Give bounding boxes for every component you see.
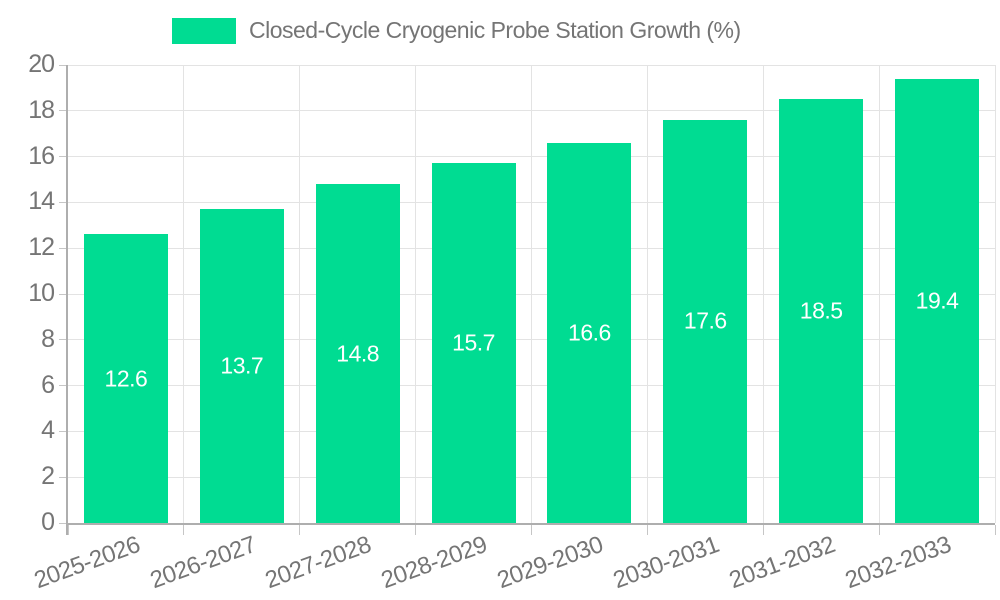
legend-label: Closed-Cycle Cryogenic Probe Station Gro… [249,17,741,43]
legend-swatch [172,17,236,44]
x-axis-tick [183,525,185,535]
y-axis-tick [59,201,68,203]
y-axis-tick [59,339,68,341]
y-axis-tick-label: 14 [28,187,55,216]
x-axis-label: 2028-2029 [377,531,491,595]
bar-value-label: 17.6 [683,307,727,334]
y-axis-tick [59,522,68,524]
x-axis-tick [415,525,417,535]
x-axis-tick [994,525,996,535]
y-axis-tick-label: 6 [41,370,55,399]
x-axis-tick [531,525,532,535]
y-axis-tick-label: 10 [28,278,55,307]
x-axis-label: 2032-2033 [841,531,955,595]
bar-value-label: 14.8 [336,340,380,367]
v-gridline [646,65,648,523]
y-axis-tick [59,430,68,432]
bar-value-label: 18.5 [799,297,843,324]
v-gridline [183,65,185,523]
bar-value-label: 13.7 [220,352,264,379]
y-axis-tick-label: 0 [41,507,55,536]
v-gridline [878,65,880,523]
bar-value-label: 15.7 [452,329,495,356]
bar: 18.5 [779,99,864,523]
x-axis-tick [67,525,69,535]
x-axis-tick [299,525,301,535]
y-axis-tick-label: 2 [41,462,55,491]
bar: 16.6 [547,142,632,523]
y-axis-tick-label: 4 [41,416,55,445]
y-axis-tick-label: 18 [28,95,55,124]
x-axis-label: 2027-2028 [262,531,375,595]
y-axis-tick [59,476,68,478]
y-axis-tick-label: 8 [41,324,55,353]
y-axis-tick [59,385,68,387]
y-axis-tick-label: 12 [28,233,55,262]
bar-value-label: 12.6 [104,365,148,392]
x-axis-label: 2026-2027 [146,531,260,595]
v-gridline [415,65,417,523]
bar: 12.6 [83,234,168,523]
bar-value-label: 16.6 [568,319,611,346]
y-axis-tick [59,156,68,158]
x-axis-label: 2030-2031 [609,531,723,595]
x-axis-tick [762,525,764,535]
y-axis-tick [59,293,68,295]
bar: 13.7 [199,209,284,523]
legend-item[interactable]: Closed-Cycle Cryogenic Probe Station Gro… [172,17,741,44]
x-axis-label: 2029-2030 [493,531,607,595]
v-gridline [762,65,764,523]
x-axis-line [66,523,995,525]
y-axis-tick [59,247,68,249]
bar: 17.6 [663,119,748,523]
x-axis-label: 2031-2032 [725,531,839,595]
y-axis-line [66,65,68,535]
x-axis-tick [878,525,880,535]
y-axis-tick [59,110,68,112]
v-gridline [531,65,532,523]
y-axis-tick-label: 16 [28,141,55,170]
v-gridline [299,65,301,523]
x-axis-label: 2025-2026 [30,531,144,595]
v-gridline [994,65,996,523]
bar-value-label: 19.4 [915,287,959,314]
y-axis-tick-label: 20 [28,49,55,78]
bar: 19.4 [895,78,980,523]
x-axis-tick [646,525,648,535]
y-axis-tick [59,64,68,66]
bar: 14.8 [315,184,400,523]
bar: 15.7 [431,163,516,523]
